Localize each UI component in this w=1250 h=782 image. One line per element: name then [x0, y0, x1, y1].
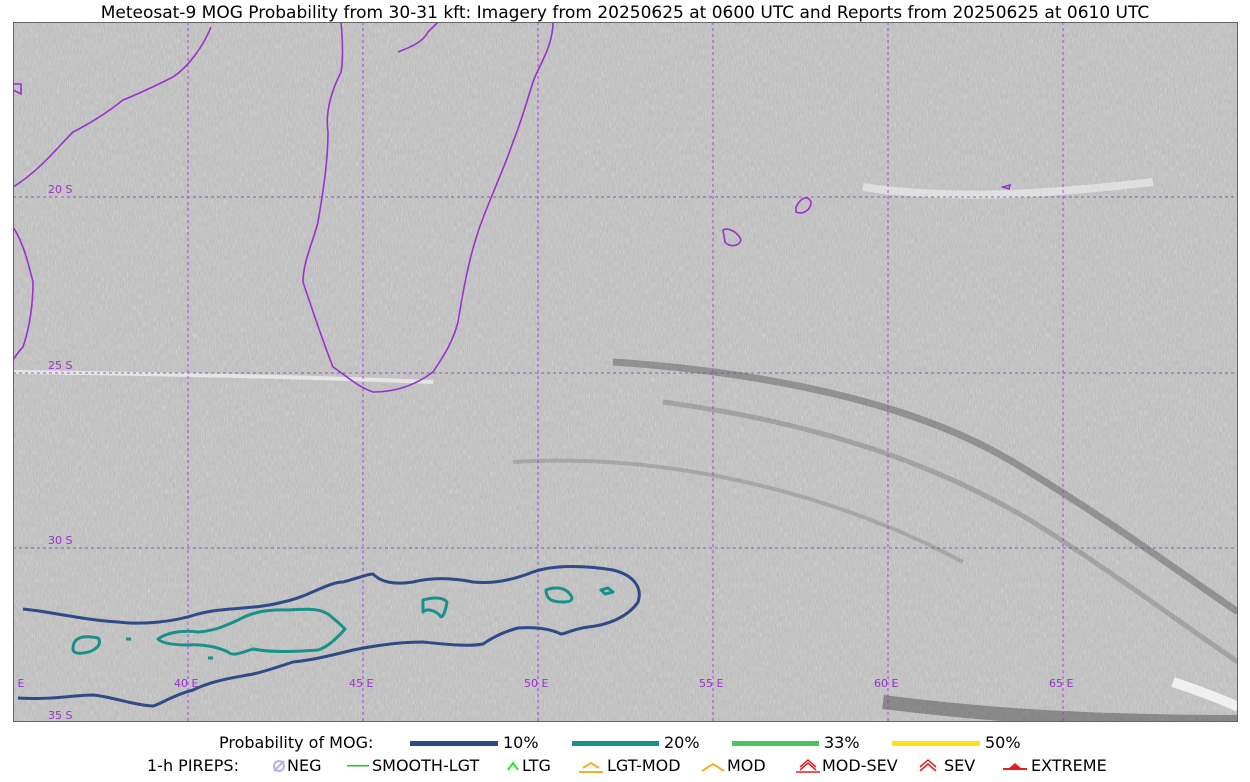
ltg-icon: [507, 761, 519, 771]
longitude-labels: 35 E 40 E 45 E 50 E 55 E 60 E 65 E: [13, 677, 1073, 690]
latitude-labels: 20 S 25 S 30 S 35 S: [48, 183, 72, 722]
lon-label: 35 E: [13, 677, 24, 690]
extreme-icon: [1003, 763, 1027, 770]
sev-icon: [919, 759, 937, 772]
smooth-lgt-icon: [347, 765, 369, 767]
lgt-mod-label: LGT-MOD: [607, 756, 681, 775]
neg-icon: [273, 760, 285, 772]
lon-label: 40 E: [174, 677, 198, 690]
p10-label: 10%: [503, 733, 539, 752]
mog-10pct-contours: [17, 565, 641, 708]
pirep-legend-title: 1-h PIREPS:: [147, 756, 239, 775]
neg-label: NEG: [287, 756, 322, 775]
mog-20pct-contours: [71, 586, 615, 660]
lat-label: 30 S: [48, 534, 72, 547]
p50-label: 50%: [985, 733, 1021, 752]
probability-legend: Probability of MOG: 10% 20% 33% 50%: [0, 733, 1250, 753]
ltg-label: LTG: [522, 756, 551, 775]
mod-sev-label: MOD-SEV: [822, 756, 898, 775]
p33-label: 33%: [824, 733, 860, 752]
lgt-mod-icon: [579, 761, 603, 773]
lon-label: 55 E: [699, 677, 723, 690]
lat-lon-grid: [13, 22, 1238, 722]
lon-label: 65 E: [1049, 677, 1073, 690]
p20-swatch: [572, 741, 659, 746]
cloud-features: [13, 178, 1238, 722]
p20-label: 20%: [664, 733, 700, 752]
lat-label: 25 S: [48, 359, 72, 372]
lon-label: 50 E: [524, 677, 548, 690]
lat-label: 20 S: [48, 183, 72, 196]
map-title: Meteosat-9 MOG Probability from 30-31 kf…: [100, 3, 1150, 23]
coastlines: [13, 22, 1012, 393]
mod-label: MOD: [727, 756, 766, 775]
mod-icon: [701, 762, 725, 772]
smooth-lgt-label: SMOOTH-LGT: [372, 756, 480, 775]
imagery-texture: [13, 22, 1238, 722]
satellite-map: 20 S 25 S 30 S 35 S 35 E 40 E 45 E 50 E …: [13, 22, 1238, 722]
mod-sev-icon: [796, 759, 820, 773]
extreme-label: EXTREME: [1031, 756, 1107, 775]
probability-legend-title: Probability of MOG:: [219, 733, 374, 752]
sev-label: SEV: [944, 756, 976, 775]
p50-swatch: [892, 741, 980, 746]
pirep-legend: 1-h PIREPS: NEG SMOOTH-LGT LTG LGT-MOD M…: [0, 756, 1250, 776]
lon-label: 60 E: [874, 677, 898, 690]
lon-label: 45 E: [349, 677, 373, 690]
p10-swatch: [410, 741, 498, 746]
lat-label: 35 S: [48, 709, 72, 722]
p33-swatch: [732, 741, 819, 746]
